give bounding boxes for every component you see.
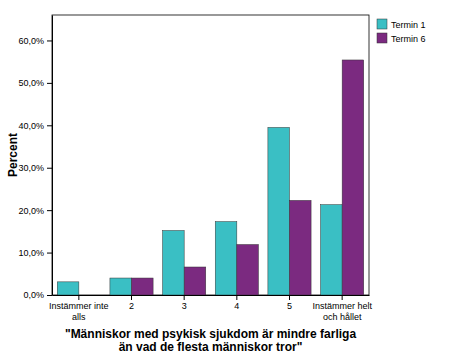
bar — [184, 267, 206, 295]
y-tick: 60,0% — [18, 36, 52, 46]
x-tick-label: 2 — [129, 301, 134, 311]
x-tick-mark — [236, 295, 237, 300]
x-tick-label: 5 — [287, 301, 292, 311]
x-tick: 3 — [182, 295, 187, 311]
legend-swatch — [377, 33, 387, 43]
y-tick-mark — [47, 83, 52, 84]
y-tick-label: 60,0% — [18, 36, 44, 46]
legend: Termin 1 Termin 6 — [377, 19, 426, 44]
y-tick-label: 40,0% — [18, 121, 44, 131]
legend-label: Termin 6 — [391, 34, 426, 44]
y-tick-mark — [47, 210, 52, 211]
y-tick-mark — [47, 253, 52, 254]
y-tick: 50,0% — [18, 78, 52, 88]
legend-label: Termin 1 — [391, 20, 426, 30]
legend-entry: Termin 1 — [377, 19, 426, 30]
y-tick-label: 20,0% — [18, 206, 44, 216]
x-tick-mark — [184, 295, 185, 300]
x-tick: 2 — [129, 295, 134, 311]
plot-frame — [52, 15, 369, 295]
bar — [57, 282, 79, 295]
y-tick-mark — [47, 40, 52, 41]
bar — [237, 245, 259, 295]
y-tick-label: 0,0% — [23, 290, 44, 300]
x-tick-mark — [131, 295, 132, 300]
y-tick-mark — [47, 125, 52, 126]
legend-swatch — [377, 19, 387, 29]
x-tick-label: 4 — [234, 301, 239, 311]
legend-entry: Termin 6 — [377, 33, 426, 44]
x-tick-label: Instämmer intealls — [49, 301, 109, 321]
y-tick-label: 10,0% — [18, 248, 44, 258]
x-tick-label: Instämmer heltoch hållet — [312, 301, 372, 321]
x-tick: Instämmer intealls — [49, 295, 109, 322]
y-tick: 30,0% — [18, 163, 52, 173]
bar — [321, 205, 343, 295]
chart: 0,0% 10,0% 20,0% 30,0% 40,0% 50,0% 60,0% Instäm… — [0, 0, 451, 361]
y-tick-mark — [47, 295, 52, 296]
x-tick: 4 — [234, 295, 239, 311]
y-tick: 40,0% — [18, 121, 52, 131]
y-tick: 20,0% — [18, 206, 52, 216]
x-axis-title: "Människor med psykisk sjukdom är mindre… — [65, 327, 356, 355]
x-tick: 5 — [287, 295, 292, 311]
x-axis: Instämmer intealls 2 3 4 5 Instämmer heltoch … — [49, 295, 372, 322]
y-tick-label: 30,0% — [18, 163, 44, 173]
y-tick: 0,0% — [23, 290, 52, 300]
y-axis-line — [52, 16, 53, 296]
bar — [342, 60, 364, 295]
bar — [163, 231, 185, 295]
x-tick-mark — [289, 295, 290, 300]
bars — [57, 60, 363, 295]
bar — [132, 278, 154, 295]
y-tick: 10,0% — [18, 248, 52, 258]
y-axis: 0,0% 10,0% 20,0% 30,0% 40,0% 50,0% 60,0% — [18, 16, 52, 301]
y-axis-title: Percent — [6, 133, 20, 177]
bar — [268, 127, 290, 295]
x-tick: Instämmer heltoch hållet — [312, 295, 372, 322]
y-tick-label: 50,0% — [18, 78, 44, 88]
plot: 0,0% 10,0% 20,0% 30,0% 40,0% 50,0% 60,0% Instäm… — [18, 15, 372, 322]
x-axis-line — [53, 295, 370, 296]
bar — [289, 200, 311, 295]
x-tick-mark — [78, 295, 79, 300]
y-tick-mark — [47, 168, 52, 169]
x-tick-mark — [342, 295, 343, 300]
bar — [79, 295, 101, 296]
bar — [215, 222, 237, 295]
bar — [110, 278, 132, 295]
x-tick-label: 3 — [182, 301, 187, 311]
